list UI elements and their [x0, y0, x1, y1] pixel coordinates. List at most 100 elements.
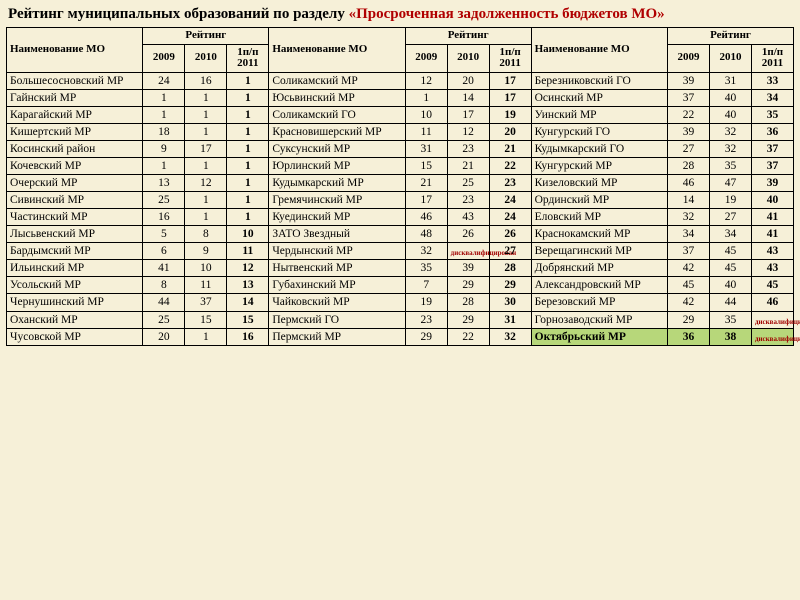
cell-value: 45: [709, 260, 751, 277]
col-y3-b: 1п/п 2011: [489, 44, 531, 72]
cell-name: Кочевский МР: [7, 157, 143, 174]
cell-value: 31: [405, 140, 447, 157]
cell-value: 24: [143, 72, 185, 89]
cell-value: 1: [185, 192, 227, 209]
col-name-1: Наименование МО: [7, 28, 143, 73]
cell-value: 28: [489, 260, 531, 277]
cell-value: 31: [489, 311, 531, 328]
cell-name: Красновишерский МР: [269, 123, 405, 140]
cell-name: Бардымский МР: [7, 243, 143, 260]
cell-value: 17: [489, 72, 531, 89]
cell-value: 35: [405, 260, 447, 277]
cell-value: 41: [751, 226, 793, 243]
cell-value: 43: [751, 243, 793, 260]
table-row: Кочевский МР111Юрлинский МР152122Кунгурс…: [7, 157, 794, 174]
col-y2-c: 2010: [709, 44, 751, 72]
cell-value: 7: [405, 277, 447, 294]
col-y1-c: 2009: [668, 44, 710, 72]
cell-name: Чайковский МР: [269, 294, 405, 311]
cell-name: Усольский МР: [7, 277, 143, 294]
cell-value: 17: [447, 106, 489, 123]
cell-value: 34: [709, 226, 751, 243]
col-name-3: Наименование МО: [531, 28, 667, 73]
title-red: «Просроченная задолженность бюджетов МО»: [349, 6, 665, 22]
cell-value: 40: [751, 192, 793, 209]
cell-name: Еловский МР: [531, 209, 667, 226]
cell-value: 47: [709, 175, 751, 192]
cell-value: 30: [489, 294, 531, 311]
table-row: Гайнский МР111Юсьвинский МР11417Осинский…: [7, 89, 794, 106]
table-row: Усольский МР81113Губахинский МР72929Алек…: [7, 277, 794, 294]
cell-value: 29: [405, 328, 447, 345]
cell-value: 26: [447, 226, 489, 243]
cell-value: 22: [668, 106, 710, 123]
cell-name: Оханский МР: [7, 311, 143, 328]
cell-value: 10: [227, 226, 269, 243]
cell-name: Горнозаводский МР: [531, 311, 667, 328]
cell-name: Чернушинский МР: [7, 294, 143, 311]
cell-value: 44: [709, 294, 751, 311]
table-row: Оханский МР251515Пермский ГО232931Горноз…: [7, 311, 794, 328]
cell-name: Юсьвинский МР: [269, 89, 405, 106]
cell-name: Большесосновский МР: [7, 72, 143, 89]
cell-value: 27: [668, 140, 710, 157]
cell-name: Соликамский ГО: [269, 106, 405, 123]
cell-value: 46: [751, 294, 793, 311]
table-row: Чернушинский МР443714Чайковский МР192830…: [7, 294, 794, 311]
col-rating-2: Рейтинг: [405, 28, 531, 45]
col-y1-b: 2009: [405, 44, 447, 72]
cell-value: 29: [668, 311, 710, 328]
cell-value: 40: [709, 106, 751, 123]
cell-value: 14: [447, 89, 489, 106]
cell-name: Краснокамский МР: [531, 226, 667, 243]
table-row: Лысьвенский МР5810ЗАТО Звездный482626Кра…: [7, 226, 794, 243]
cell-value: 1: [227, 140, 269, 157]
cell-value: 1: [227, 209, 269, 226]
cell-value: 37: [668, 89, 710, 106]
cell-name: Нытвенский МР: [269, 260, 405, 277]
cell-value: 28: [447, 294, 489, 311]
cell-value: 1: [405, 89, 447, 106]
cell-value: 21: [489, 140, 531, 157]
cell-value: 14: [227, 294, 269, 311]
cell-name: Кудымкарский МР: [269, 175, 405, 192]
cell-value: 45: [709, 243, 751, 260]
cell-name: Верещагинский МР: [531, 243, 667, 260]
cell-value: 13: [143, 175, 185, 192]
cell-value: 24: [489, 192, 531, 209]
cell-value: 32: [709, 123, 751, 140]
cell-value: 37: [751, 140, 793, 157]
cell-value: 48: [405, 226, 447, 243]
ranking-table: Наименование МО Рейтинг Наименование МО …: [6, 27, 794, 346]
cell-name: Березниковский ГО: [531, 72, 667, 89]
cell-value: 1: [227, 72, 269, 89]
cell-value: 1: [185, 123, 227, 140]
cell-name: Ильинский МР: [7, 260, 143, 277]
cell-value: 23: [489, 175, 531, 192]
cell-value: 1: [185, 157, 227, 174]
cell-value: 43: [751, 260, 793, 277]
cell-value: 16: [185, 72, 227, 89]
cell-value: 26: [489, 226, 531, 243]
cell-value: 25: [143, 311, 185, 328]
cell-value: 14: [668, 192, 710, 209]
cell-name: Кудымкарский ГО: [531, 140, 667, 157]
cell-name: Соликамский МР: [269, 72, 405, 89]
cell-value: 5: [143, 226, 185, 243]
cell-name: Губахинский МР: [269, 277, 405, 294]
cell-value: 15: [405, 157, 447, 174]
cell-value: 20: [143, 328, 185, 345]
cell-value: 18: [143, 123, 185, 140]
cell-name: Уинский МР: [531, 106, 667, 123]
cell-value: 39: [668, 123, 710, 140]
cell-value: 21: [447, 157, 489, 174]
cell-value: 1: [143, 157, 185, 174]
cell-name: Ординский МР: [531, 192, 667, 209]
cell-value: 32: [405, 243, 447, 260]
cell-value: 33: [751, 72, 793, 89]
cell-value: 39: [668, 72, 710, 89]
cell-value: 17: [405, 192, 447, 209]
cell-value: 37: [668, 243, 710, 260]
cell-value: 45: [751, 277, 793, 294]
cell-name: Сивинский МР: [7, 192, 143, 209]
